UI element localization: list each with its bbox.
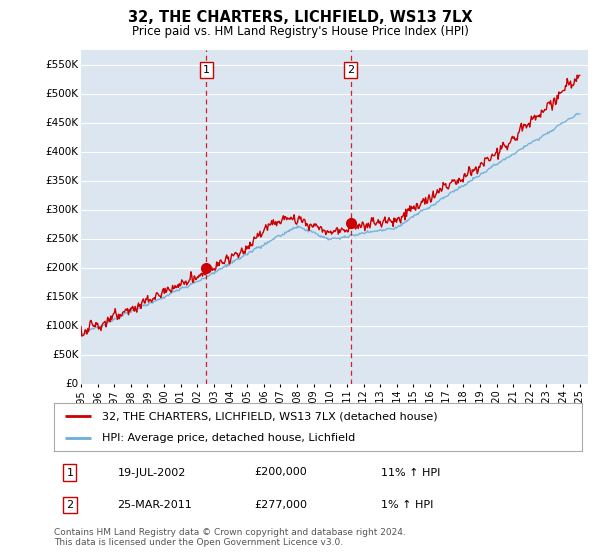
Text: £200K: £200K xyxy=(46,263,79,273)
Text: Contains HM Land Registry data © Crown copyright and database right 2024.
This d: Contains HM Land Registry data © Crown c… xyxy=(54,528,406,547)
Text: £200,000: £200,000 xyxy=(254,468,307,478)
Text: 1% ↑ HPI: 1% ↑ HPI xyxy=(382,500,434,510)
Text: 32, THE CHARTERS, LICHFIELD, WS13 7LX: 32, THE CHARTERS, LICHFIELD, WS13 7LX xyxy=(128,10,472,25)
Text: £500K: £500K xyxy=(46,89,79,99)
Text: £550K: £550K xyxy=(46,60,79,70)
Text: 19-JUL-2002: 19-JUL-2002 xyxy=(118,468,186,478)
Text: £277,000: £277,000 xyxy=(254,500,308,510)
Text: £0: £0 xyxy=(65,379,79,389)
Text: £100K: £100K xyxy=(46,321,79,330)
Text: 1: 1 xyxy=(67,468,73,478)
Text: 1: 1 xyxy=(203,65,210,75)
Text: Price paid vs. HM Land Registry's House Price Index (HPI): Price paid vs. HM Land Registry's House … xyxy=(131,25,469,38)
Text: 2: 2 xyxy=(347,65,355,75)
Text: 25-MAR-2011: 25-MAR-2011 xyxy=(118,500,192,510)
Text: £250K: £250K xyxy=(46,234,79,244)
Text: £50K: £50K xyxy=(52,349,79,360)
Text: 2: 2 xyxy=(66,500,73,510)
Text: £350K: £350K xyxy=(46,176,79,186)
Text: £150K: £150K xyxy=(46,292,79,302)
Text: £300K: £300K xyxy=(46,205,79,214)
Text: £400K: £400K xyxy=(46,147,79,157)
Text: 32, THE CHARTERS, LICHFIELD, WS13 7LX (detached house): 32, THE CHARTERS, LICHFIELD, WS13 7LX (d… xyxy=(101,411,437,421)
Text: HPI: Average price, detached house, Lichfield: HPI: Average price, detached house, Lich… xyxy=(101,433,355,443)
Text: 11% ↑ HPI: 11% ↑ HPI xyxy=(382,468,441,478)
Text: £450K: £450K xyxy=(46,118,79,128)
